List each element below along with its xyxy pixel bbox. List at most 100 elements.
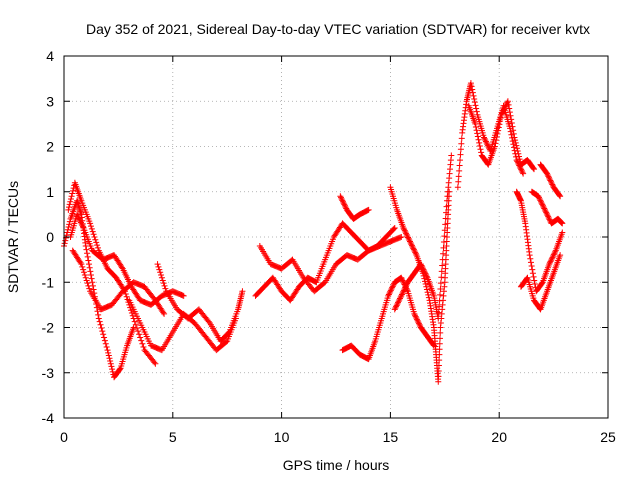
series-track-10: [387, 184, 453, 385]
data-point: [365, 206, 372, 213]
interpolated-point: [159, 277, 166, 284]
data-point: [398, 274, 405, 281]
interpolated-point: [90, 286, 97, 293]
interpolated-point: [81, 272, 88, 279]
data-point: [541, 206, 548, 213]
interpolated-point: [537, 197, 544, 204]
interpolated-point: [437, 291, 444, 298]
interpolated-point: [506, 109, 513, 116]
interpolated-point: [86, 261, 93, 268]
interpolated-point: [96, 318, 103, 325]
interpolated-point: [469, 89, 476, 96]
interpolated-point: [388, 286, 395, 293]
data-point: [391, 306, 398, 313]
interpolated-point: [398, 276, 405, 283]
interpolated-point: [389, 283, 396, 290]
interpolated-point: [160, 280, 167, 287]
interpolated-point: [436, 297, 443, 304]
interpolated-point: [66, 204, 73, 211]
interpolated-point: [394, 300, 401, 307]
interpolated-point: [82, 274, 89, 281]
interpolated-point: [544, 172, 551, 179]
interpolated-point: [548, 255, 555, 262]
interpolated-point: [507, 112, 514, 119]
interpolated-point: [512, 137, 519, 144]
interpolated-point: [62, 237, 69, 244]
interpolated-point: [497, 118, 504, 125]
interpolated-point: [123, 293, 130, 300]
interpolated-point: [458, 140, 465, 147]
interpolated-point: [223, 338, 230, 345]
interpolated-point: [546, 216, 553, 223]
interpolated-point: [530, 165, 537, 172]
interpolated-point: [437, 286, 444, 293]
interpolated-point: [160, 309, 167, 316]
interpolated-point: [107, 357, 114, 364]
interpolated-point: [407, 239, 414, 246]
data-point: [430, 342, 437, 349]
interpolated-point: [405, 234, 412, 241]
interpolated-point: [69, 190, 76, 197]
interpolated-point: [471, 99, 478, 106]
interpolated-point: [403, 230, 410, 237]
interpolated-point: [424, 289, 431, 296]
x-tick-label: 20: [491, 429, 507, 445]
interpolated-point: [442, 215, 449, 222]
interpolated-point: [225, 329, 232, 336]
interpolated-point: [499, 110, 506, 117]
interpolated-point: [457, 146, 464, 153]
interpolated-point: [423, 272, 430, 279]
interpolated-point: [556, 192, 563, 199]
interpolated-point: [131, 318, 138, 325]
data-point: [411, 310, 418, 317]
data-point: [89, 279, 96, 286]
y-tick-label: 4: [46, 48, 54, 64]
interpolated-point: [544, 212, 551, 219]
interpolated-point: [476, 143, 483, 150]
interpolated-point: [116, 366, 123, 373]
interpolated-point: [402, 229, 409, 236]
data-point: [398, 292, 405, 299]
interpolated-point: [101, 337, 108, 344]
interpolated-point: [128, 307, 135, 314]
interpolated-point: [413, 316, 420, 323]
interpolated-point: [401, 286, 408, 293]
data-point: [95, 315, 102, 322]
series-track-16: [517, 252, 564, 313]
interpolated-point: [136, 331, 143, 338]
interpolated-point: [529, 270, 536, 277]
interpolated-point: [79, 223, 86, 230]
interpolated-point: [510, 130, 517, 137]
interpolated-point: [403, 281, 410, 288]
interpolated-point: [412, 249, 419, 256]
data-point: [454, 184, 461, 191]
interpolated-point: [500, 106, 507, 113]
interpolated-point: [134, 328, 141, 335]
y-tick-label: 2: [46, 139, 54, 155]
interpolated-point: [132, 321, 139, 328]
interpolated-point: [436, 303, 443, 310]
interpolated-point: [505, 101, 512, 108]
data-point: [239, 288, 246, 295]
series-track-14: [465, 98, 538, 173]
interpolated-point: [478, 149, 485, 156]
axis-ticks: 0 5 10 15 20 25 -4 -3 -2 -1 0 1 2 3 4: [42, 48, 616, 445]
interpolated-point: [419, 263, 426, 270]
interpolated-point: [94, 242, 101, 249]
interpolated-point: [103, 343, 110, 350]
interpolated-point: [67, 195, 74, 202]
interpolated-point: [404, 233, 411, 240]
interpolated-point: [402, 284, 409, 291]
interpolated-point: [482, 137, 489, 144]
interpolated-point: [387, 288, 394, 295]
interpolated-point: [86, 264, 93, 271]
interpolated-point: [476, 139, 483, 146]
interpolated-point: [545, 213, 552, 220]
interpolated-point: [405, 235, 412, 242]
interpolated-point: [92, 236, 99, 243]
interpolated-point: [339, 197, 346, 204]
interpolated-point: [69, 187, 76, 194]
interpolated-point: [100, 331, 107, 338]
interpolated-point: [89, 228, 96, 235]
